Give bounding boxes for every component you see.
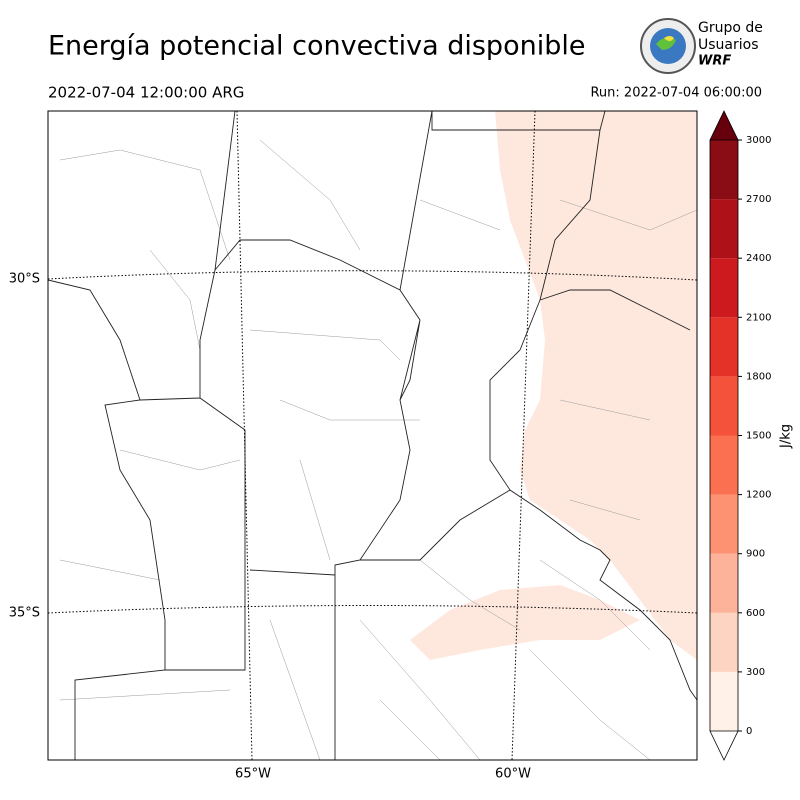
colorbar-under bbox=[709, 730, 739, 761]
colorbar-tick-label: 1500 bbox=[746, 431, 771, 442]
colorbar-band bbox=[710, 671, 738, 731]
colorbar-tick-label: 2100 bbox=[746, 312, 771, 323]
colorbar-tick-label: 0 bbox=[746, 726, 752, 737]
colorbar-label: J/kg bbox=[779, 424, 794, 449]
cape-field bbox=[410, 111, 697, 660]
colorbar-band bbox=[710, 140, 738, 200]
colorbar-tick-label: 900 bbox=[746, 549, 765, 560]
lon-label: 65°W bbox=[235, 767, 271, 782]
colorbar-band bbox=[710, 612, 738, 672]
map: 30°S 35°S 65°W 60°W bbox=[9, 110, 698, 782]
logo: Grupo de Usuarios WRF bbox=[640, 18, 763, 74]
title: Energía potencial convectiva disponible bbox=[48, 31, 585, 62]
logo-text: Usuarios bbox=[698, 37, 759, 53]
colorbar-tick-label: 300 bbox=[746, 667, 765, 678]
colorbar-band bbox=[710, 199, 738, 259]
colorbar-band bbox=[710, 494, 738, 554]
colorbar-band bbox=[710, 317, 738, 377]
run-time: Run: 2022-07-04 06:00:00 bbox=[590, 86, 762, 101]
colorbar-tick-label: 2700 bbox=[746, 194, 771, 205]
colorbar-band bbox=[710, 376, 738, 436]
colorbar-band bbox=[710, 258, 738, 318]
colorbar-tick-label: 1200 bbox=[746, 490, 771, 501]
valid-time: 2022-07-04 12:00:00 ARG bbox=[48, 84, 244, 102]
lat-label: 35°S bbox=[9, 606, 40, 621]
colorbar-tick-label: 2400 bbox=[746, 253, 771, 264]
colorbar: J/kg 0 300 600 900 1200 1500 1800 2100 2400 2700 3… bbox=[709, 110, 794, 761]
colorbar-tick-label: 3000 bbox=[746, 135, 771, 146]
logo-text: WRF bbox=[698, 54, 731, 69]
colorbar-tick-label: 600 bbox=[746, 608, 765, 619]
colorbar-tick-label: 1800 bbox=[746, 371, 771, 382]
colorbar-band bbox=[710, 553, 738, 613]
lat-label: 30°S bbox=[9, 272, 40, 287]
colorbar-over bbox=[709, 110, 739, 141]
logo-text: Grupo de bbox=[698, 20, 763, 36]
colorbar-band bbox=[710, 435, 738, 495]
lon-label: 60°W bbox=[495, 767, 531, 782]
